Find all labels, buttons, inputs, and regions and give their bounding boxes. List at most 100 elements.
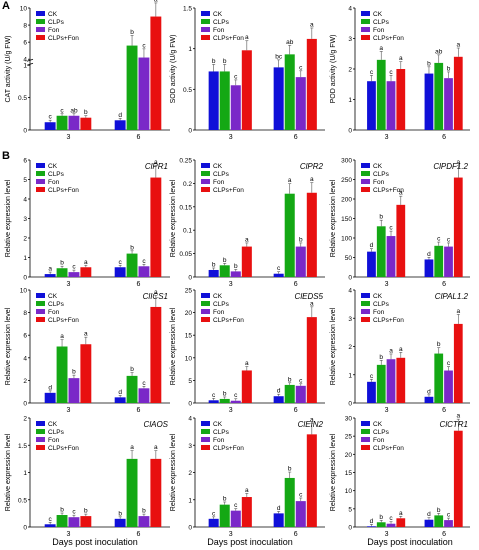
significance-label: a <box>154 159 158 166</box>
x-caption-right: Days post inoculation <box>367 537 453 547</box>
legend-label: CLPs <box>48 301 65 308</box>
significance-label: b <box>212 261 216 268</box>
legend-label: CK <box>213 11 223 18</box>
x-tick-label: 3 <box>67 134 71 141</box>
significance-label: b <box>223 58 227 65</box>
significance-label: a <box>310 176 314 183</box>
legend-swatch <box>36 19 45 24</box>
bar-clps <box>219 504 230 527</box>
y-tick-label: 3 <box>348 36 352 43</box>
y-tick-label: 0 <box>188 128 192 135</box>
bar-fon <box>138 516 150 527</box>
y-axis-label: CAT activity (U/g FW) <box>5 35 12 102</box>
y-tick-label: 2 <box>23 378 27 385</box>
significance-label: d <box>370 242 374 249</box>
legend-label: CLPs <box>48 171 65 178</box>
legend-swatch <box>201 171 210 176</box>
bar-ck <box>424 519 434 527</box>
bar-ck <box>208 400 219 403</box>
legend-swatch <box>361 421 370 426</box>
bar-fon <box>295 501 306 527</box>
y-tick-label: 5 <box>188 378 192 385</box>
legend-swatch <box>201 421 210 426</box>
significance-label: d <box>370 518 374 525</box>
significance-label: c <box>234 502 238 509</box>
bar-clps-fon <box>396 69 406 130</box>
significance-label: b <box>447 65 451 72</box>
significance-label: b <box>130 29 134 36</box>
significance-label: a <box>48 266 52 273</box>
significance-label: a <box>456 413 460 420</box>
y-axis-label: Relative expression level <box>170 433 177 511</box>
bar-clps <box>434 62 444 130</box>
significance-label: b <box>234 263 238 270</box>
legend-label: CLPs+Fon <box>48 317 79 324</box>
legend-label: Fon <box>213 437 225 444</box>
y-tick-label: 0 <box>348 525 352 532</box>
legend-label: CLPs <box>213 429 230 436</box>
bar-clps <box>284 384 295 403</box>
legend-label: CLPs <box>213 19 230 26</box>
significance-label: a <box>84 331 88 338</box>
x-tick-label: 6 <box>442 531 446 538</box>
bar-clps-fon <box>396 518 406 527</box>
bar-fon <box>295 246 306 277</box>
bar-clps-fon <box>396 204 406 277</box>
legend-swatch <box>36 317 45 322</box>
bar-clps-fon <box>306 317 317 403</box>
y-tick-label: 50 <box>345 255 353 262</box>
legend-label: Fon <box>48 179 60 186</box>
significance-label: c <box>49 114 53 121</box>
bar-clps-fon <box>80 267 92 277</box>
x-tick-label: 3 <box>385 531 389 538</box>
x-tick-label: 3 <box>67 281 71 288</box>
significance-label: b <box>142 508 146 515</box>
bar-ck <box>208 518 219 527</box>
legend-label: CK <box>373 11 383 18</box>
significance-label: c <box>447 236 451 243</box>
legend-label: CLPs+Fon <box>373 35 404 42</box>
significance-label: a <box>399 190 403 197</box>
legend-swatch <box>201 437 210 442</box>
legend-swatch <box>361 11 370 16</box>
y-axis-label: Relative expression level <box>170 307 177 385</box>
x-tick-label: 6 <box>137 281 141 288</box>
x-tick-label: 6 <box>294 407 298 414</box>
bar-ck <box>114 518 126 527</box>
bar-fon <box>386 359 396 403</box>
significance-label: a <box>60 333 64 340</box>
bar-clps <box>376 59 386 130</box>
legend-swatch <box>201 317 210 322</box>
y-tick-label: 4 <box>348 288 352 295</box>
bar-clps-fon <box>241 246 252 277</box>
legend-label: Fon <box>48 437 60 444</box>
legend-swatch <box>36 11 45 16</box>
bar-fon <box>138 57 150 131</box>
x-tick-label: 3 <box>229 531 233 538</box>
legend-label: CLPs+Fon <box>213 445 244 452</box>
y-tick-label: 1.5 <box>183 6 192 13</box>
y-tick-label: 1.5 <box>18 443 27 450</box>
legend-swatch <box>361 187 370 192</box>
significance-label: a <box>456 308 460 315</box>
y-tick-label: 8 <box>23 310 27 317</box>
bar-clps <box>219 265 230 277</box>
y-axis-label: POD activity (U/g FW) <box>330 35 337 104</box>
significance-label: b <box>223 257 227 264</box>
y-tick-label: 5 <box>23 177 27 184</box>
y-axis-label: Relative expression level <box>330 179 337 257</box>
y-tick-label: 4 <box>23 197 27 204</box>
bar-fon <box>386 81 396 130</box>
bar-ck <box>424 73 434 130</box>
legend-label: CLPs <box>48 429 65 436</box>
bar-clps <box>376 364 386 403</box>
bar-clps <box>284 193 295 277</box>
significance-label: b <box>379 514 383 521</box>
significance-label: a <box>310 21 314 28</box>
bar-fon <box>68 378 80 403</box>
significance-label: c <box>447 512 451 519</box>
legend-swatch <box>201 429 210 434</box>
bar-fon <box>444 370 453 403</box>
bar-clps-fon <box>453 430 463 527</box>
